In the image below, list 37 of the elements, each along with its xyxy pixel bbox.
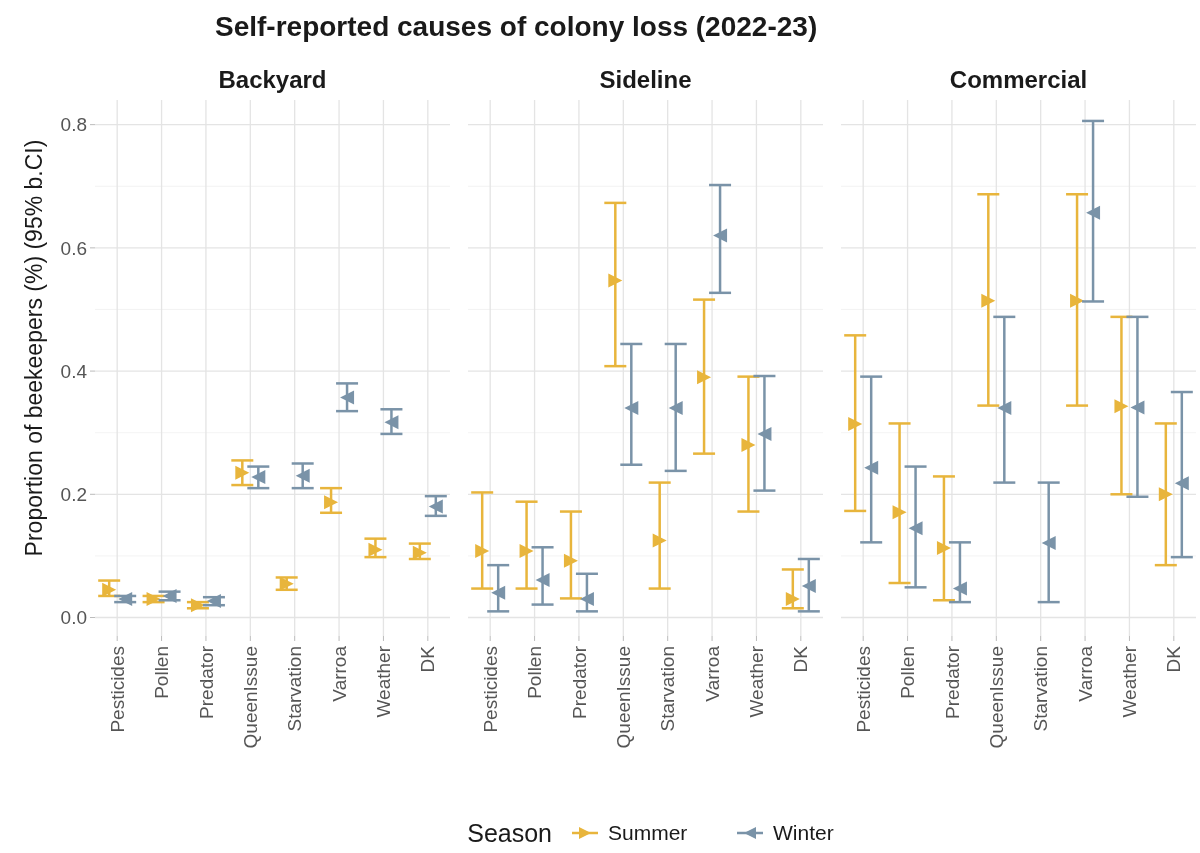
x-tick-label: Starvation: [284, 646, 306, 732]
x-tick-label: DK: [790, 645, 812, 673]
x-tick-label: Varroa: [328, 645, 350, 702]
y-tick-label: 0.0: [60, 607, 87, 629]
text: Self-reported causes of colony loss (2022-23): [215, 11, 818, 42]
y-tick-label: 0.2: [60, 483, 87, 505]
x-tick-label: Weather: [1119, 645, 1141, 718]
x-tick-label: DK: [417, 645, 439, 673]
x-tick-label: Pollen: [897, 646, 919, 699]
legend-label: Winter: [773, 821, 834, 845]
x-tick-label: Pollen: [151, 646, 173, 699]
x-tick-label: Pollen: [524, 646, 546, 699]
x-tick-label: QueenIssue: [985, 646, 1007, 749]
x-tick-label: Varroa: [1074, 645, 1096, 702]
x-tick-label: Pesticides: [106, 646, 128, 733]
x-tick-label: Pesticides: [852, 646, 874, 733]
x-tick-label: Predator: [941, 645, 963, 719]
x-tick-label: Starvation: [657, 646, 679, 732]
chart-title: Backyard: [218, 66, 327, 93]
y-tick-label: 0.4: [60, 360, 88, 382]
x-tick-label: Pesticides: [479, 646, 501, 733]
x-tick-label: DK: [1163, 645, 1185, 673]
x-tick-label: Weather: [746, 645, 768, 718]
x-tick-label: QueenIssue: [612, 646, 634, 749]
chart-title: Sideline: [599, 66, 692, 93]
y-tick-label: 0.8: [60, 114, 87, 136]
x-tick-label: QueenIssue: [239, 646, 261, 749]
x-tick-label: Varroa: [701, 645, 723, 702]
y-tick-label: 0.6: [60, 237, 87, 259]
legend-title: Season: [467, 818, 552, 847]
legend-label: Summer: [608, 821, 688, 845]
x-tick-label: Starvation: [1030, 646, 1052, 732]
x-tick-label: Predator: [568, 645, 590, 719]
x-tick-label: Weather: [373, 645, 395, 718]
y-axis-title: Proportion of beekeepers (%) (95% b.CI): [21, 139, 47, 557]
chart-title: Commercial: [949, 66, 1088, 93]
x-tick-label: Predator: [195, 645, 217, 719]
